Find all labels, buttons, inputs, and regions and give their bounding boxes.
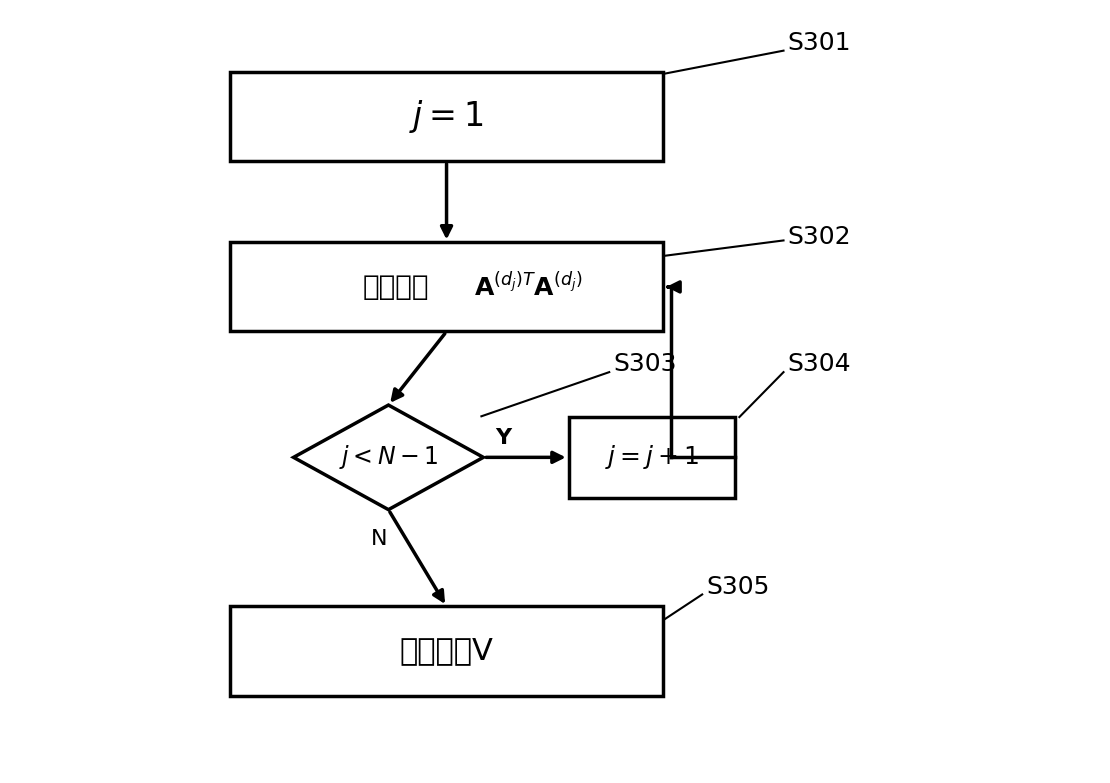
Text: $j = j + 1$: $j = j + 1$: [605, 443, 698, 471]
Text: $j < N-1$: $j < N-1$: [339, 443, 438, 471]
Text: 计算矩阵V: 计算矩阵V: [400, 637, 494, 666]
Text: S302: S302: [787, 225, 851, 248]
Polygon shape: [293, 405, 483, 510]
Text: S301: S301: [787, 31, 851, 55]
Text: Y: Y: [495, 428, 511, 448]
Bar: [230, 243, 664, 331]
Text: S304: S304: [787, 352, 851, 377]
Text: S303: S303: [613, 352, 677, 377]
Text: $\mathbf{A}^{(d_j)T}\mathbf{A}^{(d_j)}$: $\mathbf{A}^{(d_j)T}\mathbf{A}^{(d_j)}$: [474, 272, 582, 301]
Bar: [568, 417, 735, 498]
Bar: [230, 72, 664, 161]
Text: 计算得到: 计算得到: [363, 273, 430, 301]
Bar: [230, 607, 664, 695]
Text: S305: S305: [706, 575, 769, 599]
Text: N: N: [371, 529, 387, 549]
Text: $j = 1$: $j = 1$: [410, 98, 484, 135]
